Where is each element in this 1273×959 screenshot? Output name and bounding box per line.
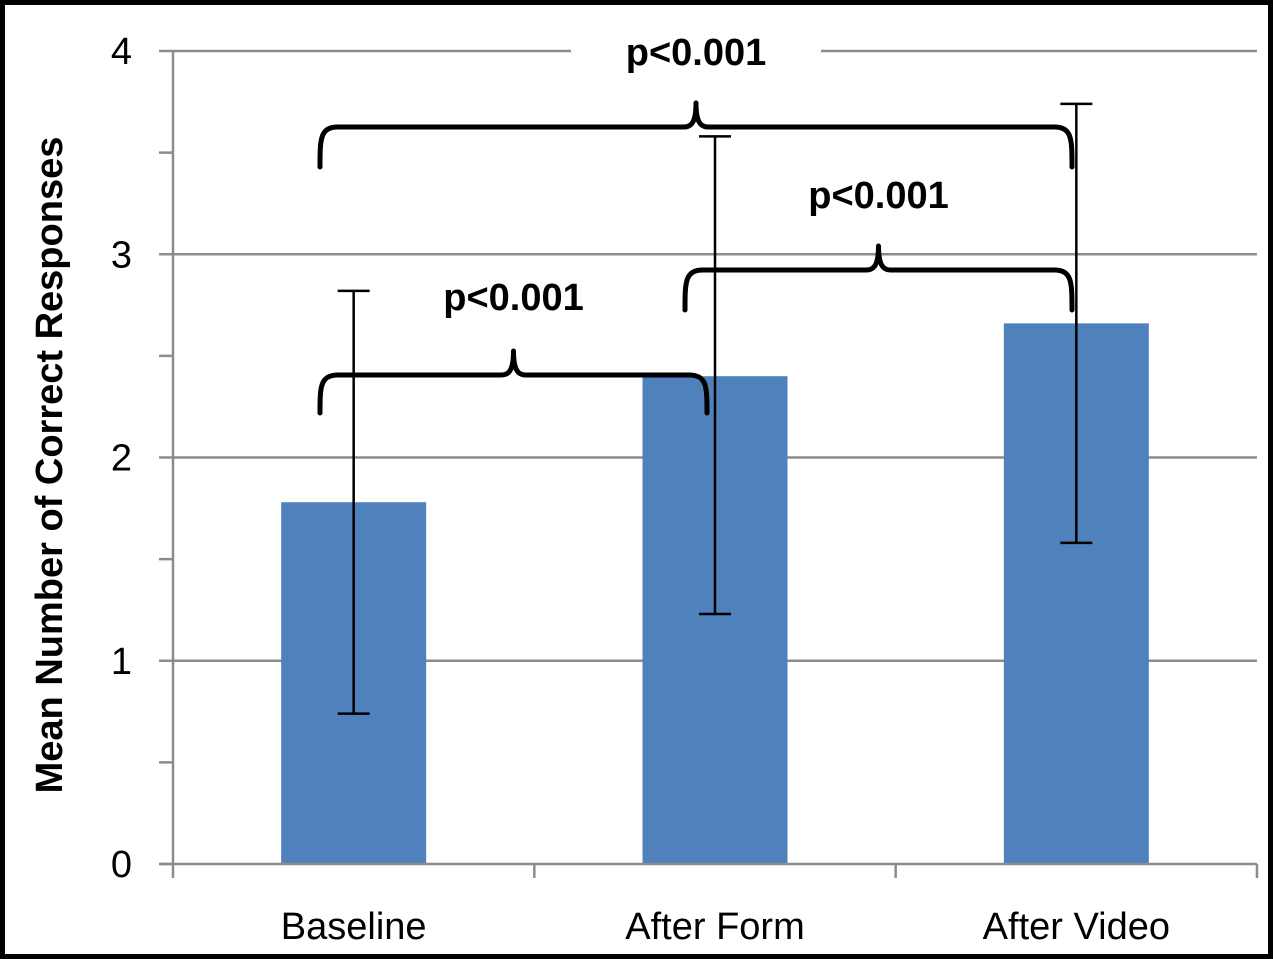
significance-bracket bbox=[682, 243, 1075, 313]
y-axis-label: Mean Number of Correct Responses bbox=[29, 137, 71, 794]
y-tick-label: 4 bbox=[111, 31, 132, 73]
y-tick-label: 0 bbox=[111, 844, 132, 886]
significance-label: p<0.001 bbox=[443, 277, 584, 319]
significance-label: p<0.001 bbox=[626, 32, 767, 74]
significance-bracket bbox=[317, 348, 710, 416]
x-tick-label: After Video bbox=[983, 906, 1170, 948]
y-tick-label: 3 bbox=[111, 234, 132, 276]
x-tick-label: Baseline bbox=[281, 906, 427, 948]
annotation-background bbox=[571, 31, 821, 75]
y-tick-label: 1 bbox=[111, 641, 132, 683]
significance-label: p<0.001 bbox=[808, 175, 949, 217]
axes: 0 1 2 3 4 Baseline After Form After Video bbox=[111, 31, 1259, 948]
y-tick-label: 2 bbox=[111, 438, 132, 480]
significance-brackets: p<0.001 p<0.001 p<0.001 bbox=[317, 31, 1075, 416]
x-tick-label: After Form bbox=[625, 906, 804, 948]
significance-bracket bbox=[317, 100, 1075, 170]
error-bars bbox=[337, 102, 1093, 715]
